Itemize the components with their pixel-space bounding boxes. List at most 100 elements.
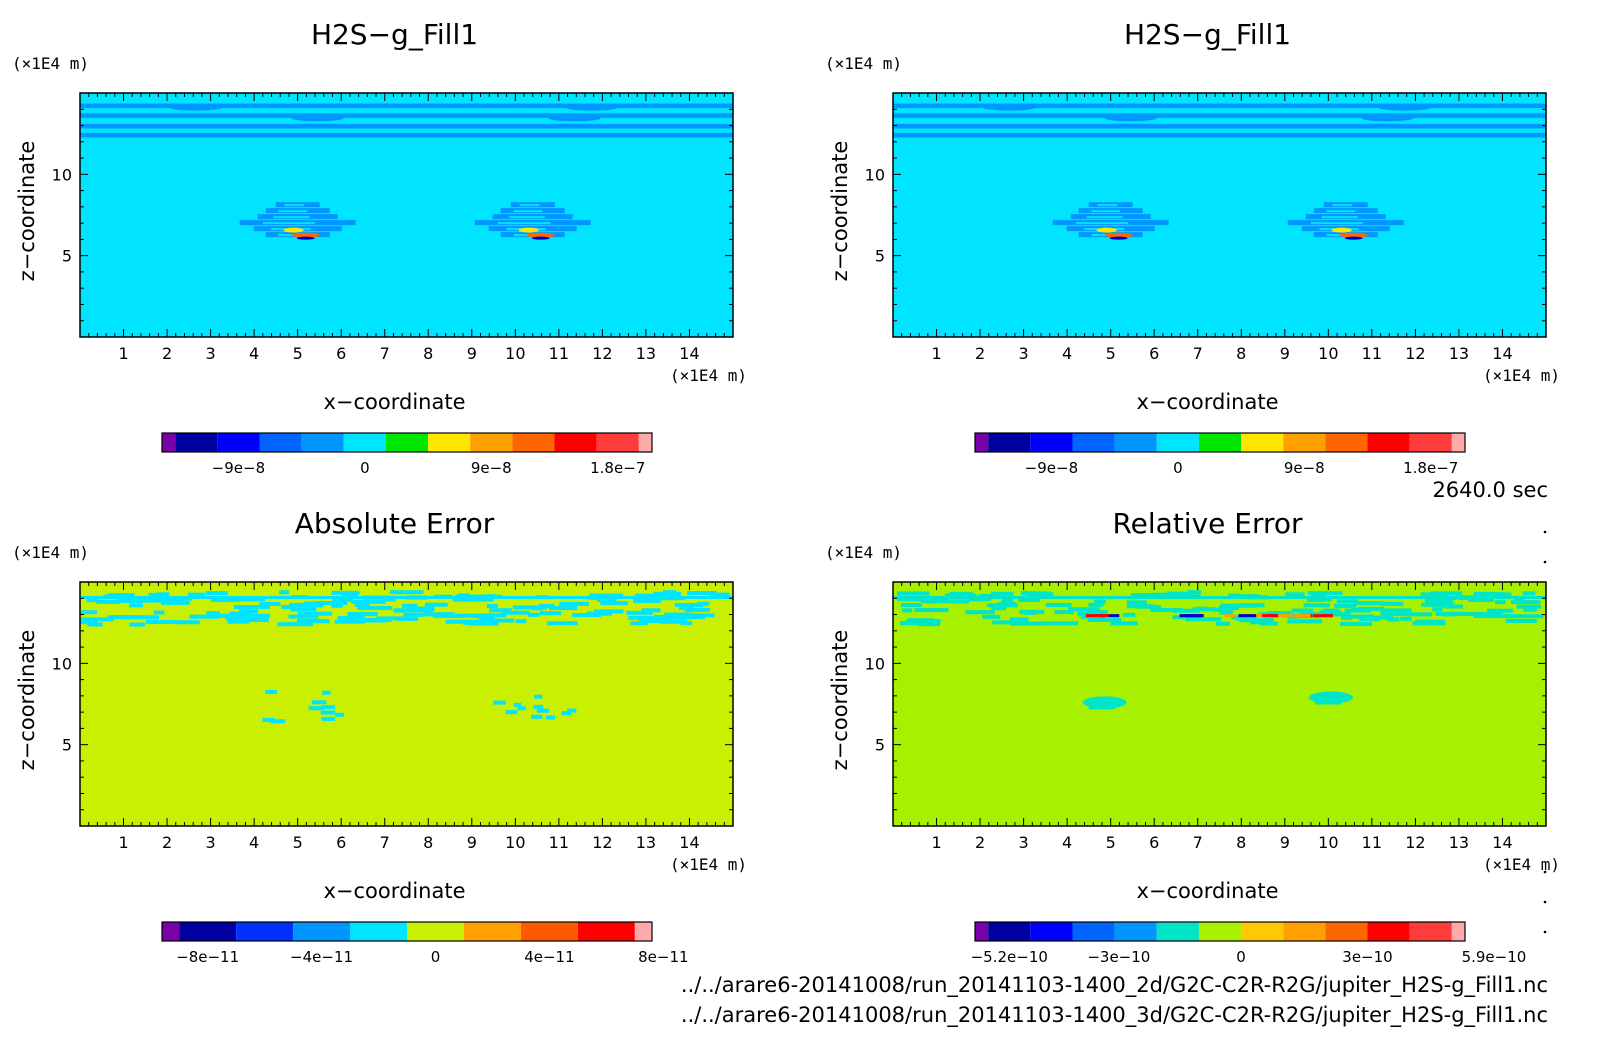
noise-patch xyxy=(1325,612,1351,617)
noise-patch xyxy=(87,622,103,627)
colorbar-segment xyxy=(179,922,237,941)
band-bump xyxy=(982,104,1035,111)
noise-patch xyxy=(315,601,348,606)
colorbar-frame xyxy=(161,432,653,453)
colorbar-segment xyxy=(470,433,513,452)
panel-title: H2S−g_Fill1 xyxy=(311,18,478,51)
colorbar-segment xyxy=(1156,433,1199,452)
noise-patch xyxy=(1516,604,1541,609)
speck xyxy=(533,704,544,709)
noise-patch xyxy=(1219,610,1233,615)
band-bump xyxy=(1378,104,1431,111)
band-2 xyxy=(80,113,733,118)
noise-patch xyxy=(341,593,358,598)
y-unit-label: (×1E4 m) xyxy=(825,543,902,562)
speck xyxy=(334,712,344,717)
noise-patch xyxy=(659,619,688,624)
colorbar-segment xyxy=(596,433,639,452)
x-tick-label: 10 xyxy=(1318,833,1338,852)
x-tick-label: 13 xyxy=(1449,833,1469,852)
noise-patch xyxy=(539,603,555,608)
noise-patch xyxy=(389,590,424,595)
x-tick-label: 1 xyxy=(931,833,941,852)
noise-patch xyxy=(128,598,164,603)
speck xyxy=(531,714,543,719)
noise-patch xyxy=(654,618,670,623)
colorbar: −9e−8 0 9e−8 1.8e−7 xyxy=(974,432,1466,477)
noise-patch xyxy=(482,613,507,618)
colorbar: −5.2e−10 −3e−10 0 3e−10 5.9e−10 xyxy=(971,921,1526,966)
noise-patch xyxy=(1444,604,1464,609)
colorbar-segment xyxy=(1198,433,1242,452)
plume-gap xyxy=(1326,210,1356,213)
speck xyxy=(325,716,334,721)
colorbar-tick-label: 0 xyxy=(1173,459,1183,477)
noise-patch xyxy=(1122,612,1136,617)
plume-base xyxy=(531,236,550,240)
plume-core xyxy=(1104,232,1133,238)
noise-patch xyxy=(633,598,661,603)
noise-patch xyxy=(445,619,480,624)
colorbar-tick-label: 4e−11 xyxy=(524,948,574,966)
speck xyxy=(546,715,556,720)
x-tick-label: 14 xyxy=(1492,833,1512,852)
speck xyxy=(262,717,275,722)
plot-frame xyxy=(892,581,1547,827)
y-axis-label: z−coordinate xyxy=(828,141,852,282)
noise-patch xyxy=(489,608,512,613)
noise-patch xyxy=(1087,617,1122,622)
x-tick-label: 7 xyxy=(380,833,390,852)
noise-patch xyxy=(597,598,617,603)
noise-patch xyxy=(1086,610,1108,615)
noise-line xyxy=(80,596,733,599)
colorbar-segment xyxy=(1241,433,1284,452)
noise-patch xyxy=(1001,597,1013,602)
streak-mark xyxy=(1250,614,1269,618)
y-unit-label: (×1E4 m) xyxy=(825,54,902,73)
noise-patch xyxy=(397,616,419,621)
x-tick-label: 5 xyxy=(1106,344,1116,363)
noise-patch xyxy=(296,618,326,623)
x-tick-label: 9 xyxy=(1280,833,1290,852)
colorbar-tick-label: 8e−11 xyxy=(638,948,688,966)
x-tick-label: 3 xyxy=(1019,833,1029,852)
marker-dot xyxy=(1543,900,1547,904)
noise-patch xyxy=(332,597,353,602)
noise-patch xyxy=(1380,612,1407,617)
colorbar-tick-label: 0 xyxy=(1236,948,1246,966)
noise-patch xyxy=(1307,591,1343,596)
noise-patch xyxy=(897,597,924,602)
noise-patch xyxy=(512,605,547,610)
blob xyxy=(1082,696,1127,709)
noise-patch xyxy=(486,604,498,609)
colorbar-segment xyxy=(577,922,635,941)
heatmap-field xyxy=(80,93,733,337)
x-tick-label: 7 xyxy=(1193,344,1203,363)
colorbar-segment xyxy=(554,433,597,452)
noise-patch xyxy=(1307,598,1324,603)
x-unit-label: (×1E4 m) xyxy=(670,855,747,874)
colorbar-segment xyxy=(988,433,1031,452)
x-tick-label: 1 xyxy=(118,344,128,363)
x-axis-label: x−coordinate xyxy=(323,879,465,903)
noise-patch xyxy=(300,603,324,608)
colorbar-segment xyxy=(638,433,652,452)
colorbar-segment xyxy=(175,433,218,452)
colorbar: −9e−8 0 9e−8 1.8e−7 xyxy=(161,432,653,477)
noise-patch xyxy=(1491,614,1516,619)
band-bump xyxy=(1361,115,1414,122)
speck xyxy=(493,700,506,705)
x-tick-label: 13 xyxy=(1449,344,1469,363)
noise-patch xyxy=(259,601,281,606)
noise-patch xyxy=(1334,603,1357,608)
noise-patch xyxy=(1456,611,1485,616)
plume-gap xyxy=(519,204,540,207)
noise-patch xyxy=(589,593,624,598)
noise-patch xyxy=(1400,616,1412,621)
y-tick-label: 10 xyxy=(52,654,72,673)
colorbar-tick-label: 9e−8 xyxy=(471,459,512,477)
x-axis-label: x−coordinate xyxy=(323,390,465,414)
x-tick-label: 12 xyxy=(1405,344,1425,363)
x-tick-label: 8 xyxy=(1236,833,1246,852)
